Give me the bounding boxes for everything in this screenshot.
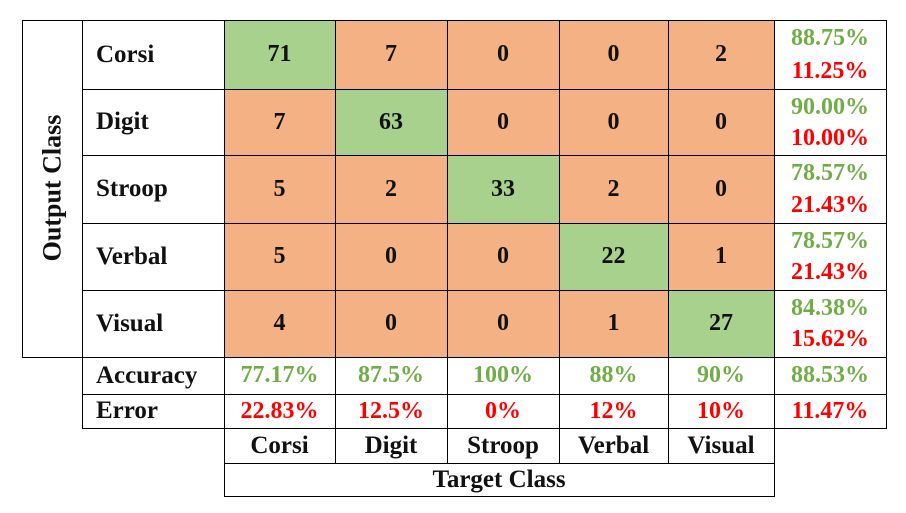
error-label: Error [96,397,159,424]
grid-line [559,20,560,464]
row-error: 21.43% [791,192,869,218]
grid-line [224,463,225,497]
column-error: 22.83% [240,397,319,424]
row-error: 10.00% [791,124,869,151]
grid-line [22,20,23,358]
row-precision: 88.75% [791,25,869,52]
matrix-cell: 0 [559,20,668,89]
matrix-cell: 0 [668,155,774,223]
matrix-cell: 63 [335,89,447,155]
matrix-cell: 0 [447,20,559,89]
grid-line [82,155,887,156]
matrix-cell: 2 [335,155,447,223]
matrix-cell: 2 [559,155,668,223]
column-label: Verbal [577,431,650,459]
matrix-cell: 27 [668,290,774,357]
grid-line [82,89,887,90]
grid-line [668,20,669,464]
row-error: 21.43% [791,259,869,286]
grid-line [224,463,775,464]
column-label: Stroop [467,431,539,459]
column-error: 12% [589,397,638,424]
matrix-cell: 0 [447,290,559,357]
column-error: 10% [697,397,745,424]
row-precision: 78.57% [791,227,869,254]
grid-line [82,290,887,291]
matrix-cell: 22 [559,223,668,290]
row-precision: 90.00% [791,93,869,120]
matrix-cell: 7 [335,20,447,89]
grid-line [82,428,887,429]
matrix-cell: 1 [668,223,774,290]
column-accuracy: 87.5% [358,362,424,388]
grid-line [224,496,775,497]
x-axis-label: Target Class [432,465,566,493]
column-accuracy: 88% [589,362,638,388]
grid-line [447,20,448,464]
grid-line [774,20,775,464]
matrix-cell: 0 [559,89,668,155]
grid-line [224,20,225,464]
grid-line [774,463,775,497]
grid-line [82,20,83,429]
overall-accuracy: 88.53% [791,362,869,388]
matrix-cell: 0 [447,223,559,290]
matrix-cell: 0 [335,223,447,290]
matrix-cell: 5 [224,223,335,290]
accuracy-label: Accuracy [96,361,198,389]
grid-line [82,223,887,224]
row-precision: 78.57% [791,160,869,186]
column-error: 0% [485,397,521,424]
matrix-cell: 7 [224,89,335,155]
matrix-cell: 33 [447,155,559,223]
column-label: Corsi [250,431,309,459]
row-label: Verbal [96,242,168,270]
row-error: 15.62% [791,326,869,353]
matrix-cell: 0 [335,290,447,357]
row-error: 11.25% [791,57,869,84]
matrix-cell: 0 [447,89,559,155]
column-error: 12.5% [358,397,424,424]
grid-line [335,20,336,464]
y-axis-label: Output Class [37,114,66,262]
column-accuracy: 90% [697,362,745,388]
matrix-cell: 2 [668,20,774,89]
column-label: Visual [687,431,755,459]
matrix-cell: 4 [224,290,335,357]
grid-line [22,20,887,21]
grid-line [82,394,887,395]
matrix-cell: 0 [668,89,774,155]
column-label: Digit [364,431,418,459]
overall-error: 11.47% [791,397,869,424]
row-label: Corsi [96,40,155,68]
grid-line [886,20,887,429]
matrix-cell: 1 [559,290,668,357]
grid-line [22,357,887,358]
matrix-cell: 71 [224,20,335,89]
column-accuracy: 77.17% [240,362,319,388]
row-label: Digit [96,108,149,135]
row-label: Visual [96,309,164,337]
matrix-cell: 5 [224,155,335,223]
column-accuracy: 100% [473,362,533,388]
row-precision: 84.38% [791,294,869,321]
row-label: Stroop [96,175,168,202]
